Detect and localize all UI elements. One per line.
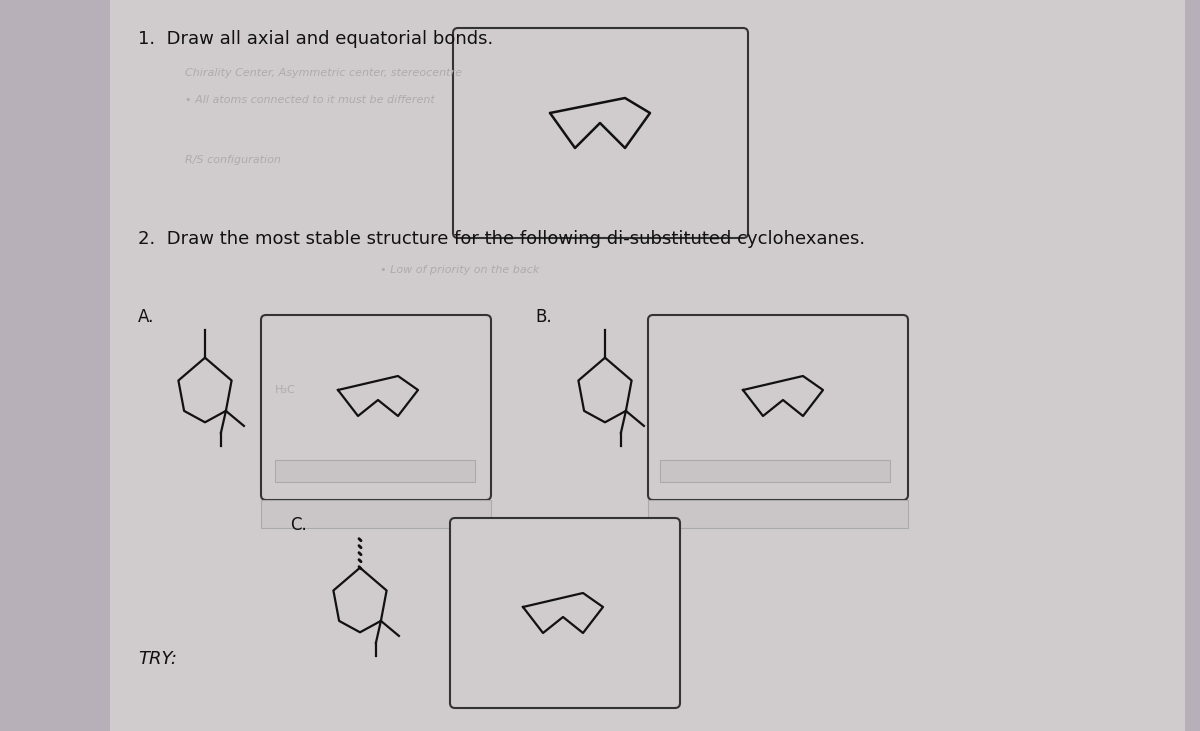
Text: H₃C: H₃C: [275, 385, 295, 395]
Text: B.: B.: [535, 308, 552, 326]
Text: A.: A.: [138, 308, 155, 326]
FancyBboxPatch shape: [262, 315, 491, 500]
Text: Chirality Center, Asymmetric center, stereocentre: Chirality Center, Asymmetric center, ste…: [185, 68, 462, 78]
FancyBboxPatch shape: [450, 518, 680, 708]
FancyBboxPatch shape: [110, 0, 1186, 731]
FancyBboxPatch shape: [275, 460, 475, 482]
Text: 2.  Draw the most stable structure for the following di-substituted cyclohexanes: 2. Draw the most stable structure for th…: [138, 230, 865, 248]
FancyBboxPatch shape: [262, 500, 491, 528]
Text: 1.  Draw all axial and equatorial bonds.: 1. Draw all axial and equatorial bonds.: [138, 30, 493, 48]
FancyBboxPatch shape: [454, 28, 748, 238]
Text: R/S configuration: R/S configuration: [185, 155, 281, 165]
Text: • All atoms connected to it must be different: • All atoms connected to it must be diff…: [185, 95, 434, 105]
Text: • Low of priority on the back: • Low of priority on the back: [380, 265, 539, 275]
FancyBboxPatch shape: [648, 315, 908, 500]
FancyBboxPatch shape: [660, 460, 890, 482]
FancyBboxPatch shape: [648, 500, 908, 528]
Text: TRY:: TRY:: [138, 650, 178, 668]
Text: C.: C.: [290, 516, 307, 534]
